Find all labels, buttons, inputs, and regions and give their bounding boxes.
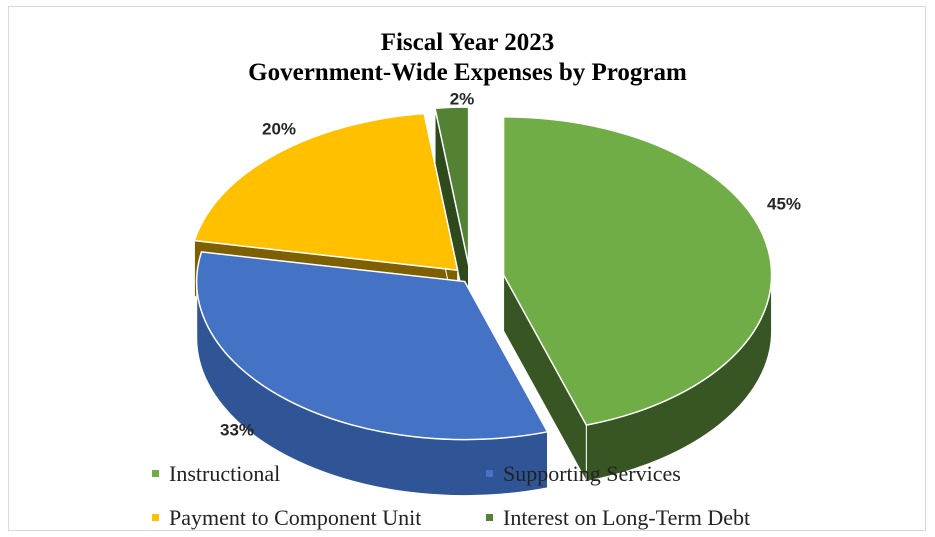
legend-item-interest-on-long-term-debt: Interest on Long-Term Debt	[486, 505, 750, 531]
pie-slice-supporting-services	[195, 251, 549, 441]
data-label-interest-on-long-term-debt: 2%	[450, 89, 475, 108]
data-label-payment-to-component-unit: 20%	[262, 119, 296, 138]
pie-slice-instructional	[502, 116, 773, 426]
legend-swatch-interest-on-long-term-debt	[486, 514, 493, 522]
legend-label: Instructional	[169, 461, 281, 486]
data-label-supporting-services: 33%	[220, 420, 254, 439]
legend-swatch-supporting-services	[486, 470, 493, 478]
legend-swatch-instructional	[152, 470, 159, 478]
legend-swatch-payment-to-component-unit	[152, 514, 159, 522]
chart-title: Fiscal Year 2023	[380, 29, 555, 56]
legend-label: Payment to Component Unit	[169, 505, 422, 530]
legend-label: Interest on Long-Term Debt	[503, 505, 751, 530]
legend-item-payment-to-component-unit: Payment to Component Unit	[152, 505, 421, 531]
data-label-instructional: 45%	[767, 194, 801, 213]
chart-subtitle: Government-Wide Expenses by Program	[248, 59, 687, 86]
legend-item-instructional: Instructional	[152, 461, 280, 487]
pie-slice-payment-to-component-unit	[193, 112, 459, 272]
legend-item-supporting-services: Supporting Services	[486, 461, 681, 487]
legend-label: Supporting Services	[503, 461, 681, 486]
pie-slice-interest-on-long-term-debt	[434, 106, 470, 266]
